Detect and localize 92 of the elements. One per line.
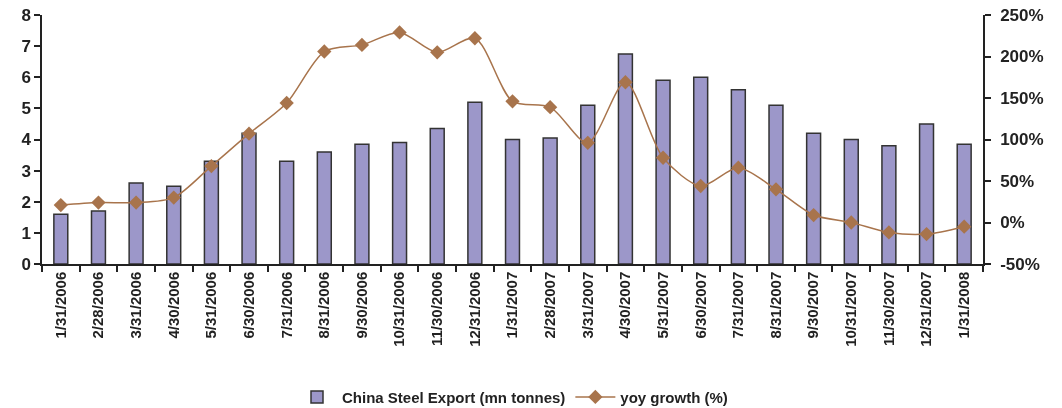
point <box>467 31 483 46</box>
y-tick-label: 8 <box>21 5 31 25</box>
point <box>317 44 332 59</box>
point <box>844 215 859 230</box>
point <box>881 225 897 240</box>
bar <box>90 210 107 264</box>
bar <box>203 160 220 264</box>
point <box>693 178 708 194</box>
point <box>430 45 445 60</box>
bar <box>542 137 558 264</box>
bar <box>730 88 747 264</box>
legend-label: yoy growth (%) <box>620 388 728 406</box>
x-tick-label: 1/31/2008 <box>955 271 973 339</box>
point <box>919 226 934 242</box>
y2-tick-label: 200% <box>1000 47 1044 67</box>
x-tick-label: 3/31/2006 <box>126 271 144 339</box>
x-tick-label: 1/31/2006 <box>51 271 69 339</box>
x-tick-label: 9/30/2006 <box>352 271 370 339</box>
x-tick-label: 7/31/2006 <box>277 271 295 339</box>
bar <box>918 123 935 264</box>
y-tick-label: 5 <box>21 99 31 119</box>
point <box>354 37 370 53</box>
y-tick-label: 6 <box>21 68 31 88</box>
y2-tick-label: 50% <box>1000 171 1035 191</box>
x-tick-label: 4/30/2006 <box>164 271 182 339</box>
bar <box>467 101 483 264</box>
bar <box>504 138 521 264</box>
x-tick-label: 2/28/2007 <box>541 271 559 339</box>
point <box>731 160 746 175</box>
point <box>768 182 784 197</box>
point <box>580 135 595 150</box>
x-tick-label: 12/31/2007 <box>917 271 935 347</box>
y2-tick-label: -50% <box>1000 254 1040 274</box>
point <box>241 126 257 141</box>
x-tick-label: 7/31/2007 <box>729 271 747 339</box>
point <box>204 158 219 174</box>
bar <box>354 143 370 264</box>
y-tick-label: 3 <box>21 161 31 181</box>
x-tick-label: 3/31/2007 <box>578 271 596 339</box>
bar <box>53 213 69 264</box>
y2-tick-label: 150% <box>1000 88 1044 108</box>
point <box>128 195 144 210</box>
x-tick-label: 12/31/2006 <box>465 271 483 347</box>
point <box>279 95 294 111</box>
x-tick-label: 2/28/2006 <box>89 271 107 339</box>
bar <box>429 127 445 264</box>
bar <box>881 144 897 264</box>
x-tick-label: 11/30/2007 <box>879 271 897 346</box>
bar <box>241 132 257 264</box>
y2-tick-label: 0% <box>1000 213 1025 233</box>
bar <box>692 76 709 264</box>
point <box>392 25 407 40</box>
bar <box>617 53 634 264</box>
x-tick-label: 10/31/2006 <box>390 271 408 347</box>
x-tick-label: 6/30/2006 <box>239 271 257 339</box>
point <box>166 190 181 205</box>
bar <box>278 160 295 264</box>
x-tick-label: 9/30/2007 <box>804 271 822 339</box>
x-tick-label: 10/31/2007 <box>842 271 860 347</box>
x-tick-label: 5/31/2007 <box>653 271 671 339</box>
bar <box>128 182 144 264</box>
bar <box>768 104 784 264</box>
x-tick-label: 6/30/2007 <box>691 271 709 339</box>
point <box>806 207 821 223</box>
point <box>53 197 68 213</box>
y2-tick-label: 250% <box>1000 5 1044 25</box>
point <box>542 99 558 115</box>
y-tick-label: 7 <box>21 37 31 57</box>
point <box>505 94 520 109</box>
bar <box>956 143 972 264</box>
legend-label: China Steel Export (mn tonnes) <box>342 388 566 406</box>
y-tick-label: 1 <box>21 223 31 243</box>
bar <box>391 141 408 264</box>
x-tick-label: 5/31/2006 <box>202 271 220 339</box>
point <box>618 75 633 90</box>
bar <box>655 79 671 264</box>
y-tick-label: 4 <box>21 130 32 150</box>
y2-tick-label: 100% <box>1000 130 1044 150</box>
bar <box>805 132 822 264</box>
x-tick-label: 8/31/2007 <box>766 271 784 339</box>
x-tick-label: 8/31/2006 <box>315 271 333 339</box>
y-tick-label: 0 <box>21 254 31 274</box>
bar <box>580 104 596 264</box>
point <box>957 219 972 234</box>
point <box>91 195 106 210</box>
x-tick-label: 1/31/2007 <box>503 271 521 339</box>
bar <box>843 138 859 264</box>
y-tick-label: 2 <box>21 192 31 212</box>
bar <box>316 151 333 264</box>
point <box>655 150 671 165</box>
x-tick-label: 4/30/2007 <box>616 271 634 339</box>
x-tick-label: 11/30/2006 <box>428 271 446 346</box>
